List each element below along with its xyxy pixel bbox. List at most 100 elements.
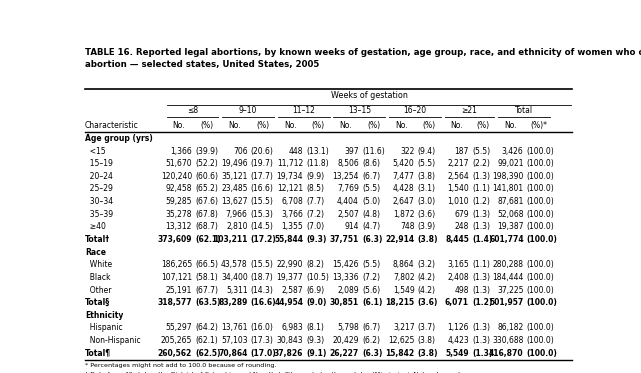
- Text: 107,121: 107,121: [161, 273, 192, 282]
- Text: 35–39: 35–39: [85, 210, 113, 219]
- Text: (3.8): (3.8): [417, 235, 438, 244]
- Text: Ethnicity: Ethnicity: [85, 311, 124, 320]
- Text: (%): (%): [256, 121, 269, 130]
- Text: (1.3): (1.3): [472, 323, 490, 332]
- Text: 2,564: 2,564: [447, 172, 469, 181]
- Text: 13,336: 13,336: [332, 273, 359, 282]
- Text: (5.5): (5.5): [417, 159, 436, 168]
- Text: 57,103: 57,103: [221, 336, 247, 345]
- Text: (11.8): (11.8): [306, 159, 329, 168]
- Text: 1,355: 1,355: [281, 222, 303, 231]
- Text: 20,429: 20,429: [333, 336, 359, 345]
- Text: 30,843: 30,843: [277, 336, 303, 345]
- Text: 86,182: 86,182: [497, 323, 524, 332]
- Text: (4.2): (4.2): [417, 273, 435, 282]
- Text: (1.1): (1.1): [472, 260, 490, 269]
- Text: (13.1): (13.1): [306, 147, 329, 156]
- Text: (100.0): (100.0): [527, 349, 558, 358]
- Text: 1,549: 1,549: [393, 286, 415, 295]
- Text: 22,914: 22,914: [385, 235, 415, 244]
- Text: No.: No.: [284, 121, 297, 130]
- Text: (3.8): (3.8): [417, 336, 435, 345]
- Text: (9.3): (9.3): [306, 235, 327, 244]
- Text: (1.3): (1.3): [472, 273, 490, 282]
- Text: 4,428: 4,428: [393, 184, 415, 194]
- Text: Total†: Total†: [85, 235, 110, 244]
- Text: 99,021: 99,021: [497, 159, 524, 168]
- Text: (65.2): (65.2): [195, 184, 218, 194]
- Text: 13,761: 13,761: [221, 323, 247, 332]
- Text: (5.5): (5.5): [472, 147, 490, 156]
- Text: (60.6): (60.6): [195, 172, 218, 181]
- Text: abortion — selected states, United States, 2005: abortion — selected states, United State…: [85, 60, 319, 69]
- Text: 19,377: 19,377: [277, 273, 303, 282]
- Text: (100.0): (100.0): [527, 286, 554, 295]
- Text: (%): (%): [367, 121, 380, 130]
- Text: (100.0): (100.0): [527, 172, 554, 181]
- Text: (68.7): (68.7): [195, 222, 218, 231]
- Text: 35,121: 35,121: [221, 172, 247, 181]
- Text: 4,423: 4,423: [447, 336, 469, 345]
- Text: 318,577: 318,577: [158, 298, 192, 307]
- Text: (11.6): (11.6): [362, 147, 385, 156]
- Text: 23,485: 23,485: [221, 184, 247, 194]
- Text: 7,802: 7,802: [393, 273, 415, 282]
- Text: (1.4): (1.4): [472, 235, 492, 244]
- Text: Total: Total: [515, 106, 533, 115]
- Text: (5.6): (5.6): [362, 286, 380, 295]
- Text: (100.0): (100.0): [527, 147, 554, 156]
- Text: Total§: Total§: [85, 298, 110, 307]
- Text: 5,798: 5,798: [337, 323, 359, 332]
- Text: 416,870: 416,870: [489, 349, 524, 358]
- Text: 205,265: 205,265: [161, 336, 192, 345]
- Text: (6.2): (6.2): [362, 336, 380, 345]
- Text: (7.2): (7.2): [362, 273, 380, 282]
- Text: TABLE 16. Reported legal abortions, by known weeks of gestation, age group, race: TABLE 16. Reported legal abortions, by k…: [85, 48, 641, 57]
- Text: 25–29: 25–29: [85, 184, 113, 194]
- Text: (18.7): (18.7): [251, 273, 274, 282]
- Text: 83,289: 83,289: [219, 298, 247, 307]
- Text: 37,826: 37,826: [274, 349, 303, 358]
- Text: (6.7): (6.7): [362, 172, 380, 181]
- Text: (9.1): (9.1): [306, 349, 327, 358]
- Text: (66.5): (66.5): [195, 260, 218, 269]
- Text: (8.6): (8.6): [362, 159, 380, 168]
- Text: (%): (%): [312, 121, 325, 130]
- Text: 37,225: 37,225: [497, 286, 524, 295]
- Text: 34,400: 34,400: [221, 273, 247, 282]
- Text: 3,426: 3,426: [502, 147, 524, 156]
- Text: 3,165: 3,165: [447, 260, 469, 269]
- Text: <15: <15: [85, 147, 106, 156]
- Text: No.: No.: [340, 121, 353, 130]
- Text: (%): (%): [423, 121, 436, 130]
- Text: 15,842: 15,842: [385, 349, 415, 358]
- Text: 19,496: 19,496: [221, 159, 247, 168]
- Text: (15.3): (15.3): [251, 210, 274, 219]
- Text: (1.1): (1.1): [472, 184, 490, 194]
- Text: 9–10: 9–10: [239, 106, 257, 115]
- Text: 11,712: 11,712: [277, 159, 303, 168]
- Text: 448: 448: [289, 147, 303, 156]
- Text: (19.7): (19.7): [251, 159, 274, 168]
- Text: 44,954: 44,954: [274, 298, 303, 307]
- Text: (%)*: (%)*: [530, 121, 547, 130]
- Text: 141,801: 141,801: [492, 184, 524, 194]
- Text: 55,844: 55,844: [274, 235, 303, 244]
- Text: (3.8): (3.8): [417, 172, 435, 181]
- Text: ≤8: ≤8: [187, 106, 198, 115]
- Text: 20–24: 20–24: [85, 172, 113, 181]
- Text: (6.3): (6.3): [362, 349, 382, 358]
- Text: 13,627: 13,627: [221, 197, 247, 206]
- Text: 30,851: 30,851: [330, 298, 359, 307]
- Text: (67.7): (67.7): [195, 286, 218, 295]
- Text: 15–19: 15–19: [85, 159, 113, 168]
- Text: 6,983: 6,983: [281, 323, 303, 332]
- Text: (3.0): (3.0): [417, 197, 436, 206]
- Text: (9.4): (9.4): [417, 147, 436, 156]
- Text: 248: 248: [454, 222, 469, 231]
- Text: 260,562: 260,562: [158, 349, 192, 358]
- Text: Hispanic: Hispanic: [85, 323, 122, 332]
- Text: 397: 397: [344, 147, 359, 156]
- Text: 280,288: 280,288: [493, 260, 524, 269]
- Text: ≥40: ≥40: [85, 222, 106, 231]
